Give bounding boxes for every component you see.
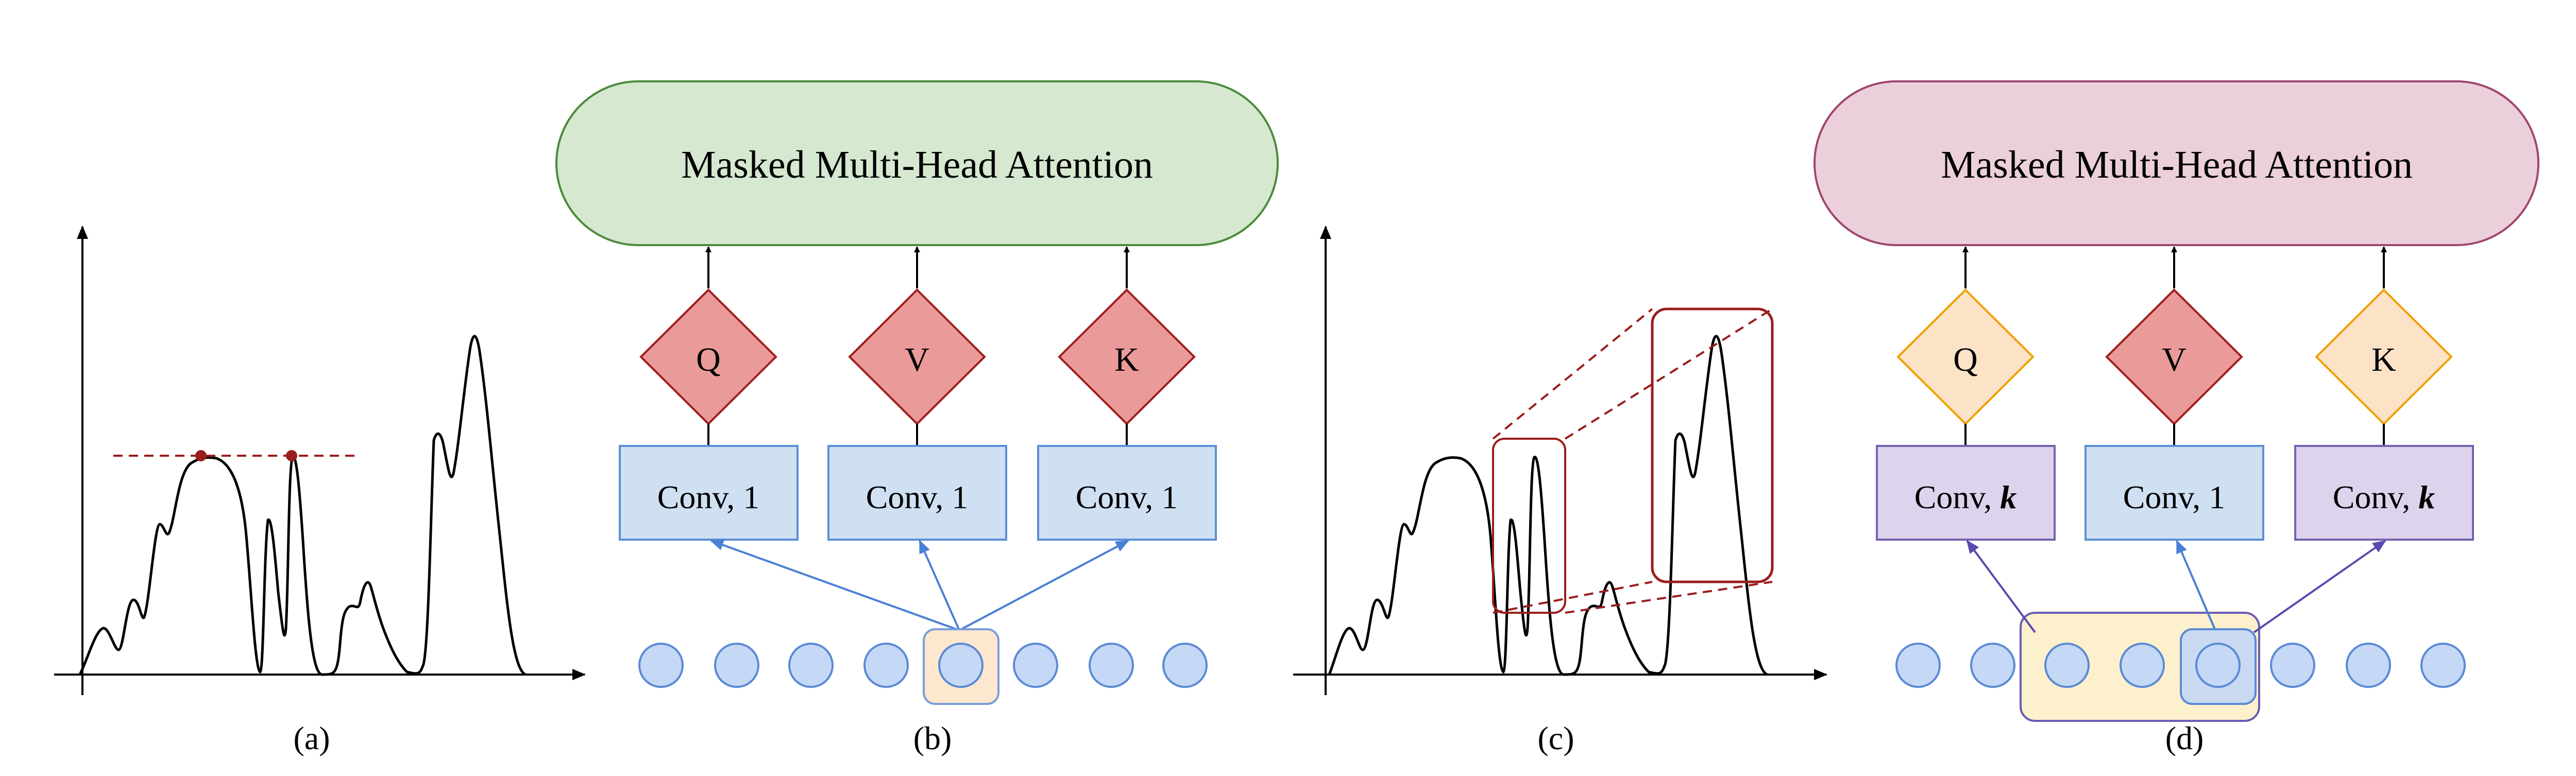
panel-b: Masked Multi-Head Attention Q V K Conv, … <box>555 80 1279 756</box>
zoom-line <box>1493 581 1653 614</box>
attention-block <box>1814 80 2539 246</box>
conv-box-v <box>2084 445 2264 541</box>
arrow-node-to-conv-k <box>959 540 1129 631</box>
diamond-q-label: Q <box>1953 341 1978 378</box>
caption-d: (d) <box>2165 720 2204 756</box>
conv-box-v <box>827 445 1007 541</box>
sequence-node <box>1089 643 1134 688</box>
attention-block <box>555 80 1279 246</box>
sequence-node <box>938 643 984 688</box>
sequence-node <box>863 643 909 688</box>
input-sequence <box>1895 643 2466 688</box>
conv-box-q <box>619 445 799 541</box>
signal-curve <box>78 335 527 676</box>
sequence-node <box>2195 643 2241 688</box>
conv-label-v: Conv, 1 <box>866 479 969 515</box>
peak-marker <box>286 450 297 461</box>
sequence-node <box>788 643 834 688</box>
caption-c: (c) <box>1537 720 1574 756</box>
arrow-window-to-conv-q <box>1966 540 2036 633</box>
conv-box-k <box>2294 445 2474 541</box>
sequence-node <box>2044 643 2090 688</box>
conv-label-q: Conv, k <box>1914 479 2017 515</box>
arrow-node-to-conv-q <box>710 539 960 631</box>
diamond-k-label: K <box>2371 341 2396 378</box>
panel-a: (a) <box>54 226 586 756</box>
conv-label-k: Conv, k <box>2333 479 2435 515</box>
sequence-node <box>1013 643 1058 688</box>
caption-b: (b) <box>913 720 952 756</box>
zoom-line <box>1492 308 1653 440</box>
arrow-window-to-conv-k <box>2253 540 2386 633</box>
sequence-node <box>1895 643 1941 688</box>
conv-box-k <box>1037 445 1217 541</box>
attention-label: Masked Multi-Head Attention <box>1941 143 2413 186</box>
zoom-line <box>1564 308 1773 440</box>
sequence-node <box>638 643 684 688</box>
arrow-node-to-conv-v <box>919 540 960 631</box>
sequence-node <box>1162 643 1208 688</box>
sequence-node <box>2270 643 2315 688</box>
conv-label-q: Conv, 1 <box>657 479 760 515</box>
sequence-node <box>714 643 759 688</box>
attention-label: Masked Multi-Head Attention <box>681 143 1153 186</box>
conv-label-v: Conv, 1 <box>2123 479 2226 515</box>
input-sequence <box>638 643 1208 688</box>
conv-box-q <box>1876 445 2056 541</box>
zoom-line <box>1565 581 1773 614</box>
caption-a: (a) <box>293 720 330 756</box>
conv-label-k: Conv, 1 <box>1076 479 1178 515</box>
signal-curve <box>1328 335 1768 676</box>
sequence-node <box>2346 643 2391 688</box>
sequence-node <box>1970 643 2015 688</box>
diamond-v-label: V <box>2162 341 2187 378</box>
peak-marker <box>195 450 207 461</box>
sequence-node <box>2420 643 2466 688</box>
arrow-node-to-conv-v <box>2176 540 2216 631</box>
zoom-target-box <box>1651 307 1774 583</box>
panel-d: Masked Multi-Head Attention Q V K Conv, … <box>1814 80 2539 756</box>
diamond-q-label: Q <box>696 341 721 378</box>
diamond-k-label: K <box>1114 341 1139 378</box>
panel-c: (c) <box>1293 226 1827 756</box>
sequence-node <box>2120 643 2165 688</box>
zoom-source-box <box>1492 438 1566 614</box>
diamond-v-label: V <box>905 341 929 378</box>
